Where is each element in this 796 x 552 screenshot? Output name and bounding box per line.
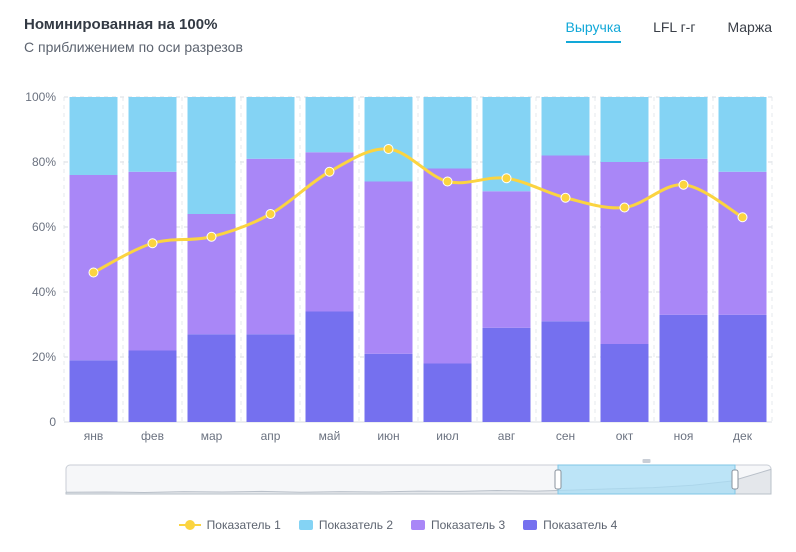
bar-segment[interactable]	[482, 191, 531, 328]
bar-segment[interactable]	[423, 363, 472, 423]
line-point[interactable]	[442, 176, 453, 187]
line-point[interactable]	[265, 209, 276, 219]
bar-segment[interactable]	[305, 152, 354, 312]
x-tick-label: окт	[616, 429, 634, 443]
bar-segment[interactable]	[128, 171, 177, 351]
bar-segment[interactable]	[718, 314, 767, 422]
legend-label-4: Показатель 4	[543, 518, 618, 532]
bar-segment[interactable]	[364, 181, 413, 354]
bar-segment[interactable]	[69, 97, 118, 175]
x-tick-label: фев	[141, 429, 164, 443]
navigator-selection[interactable]	[557, 464, 736, 495]
x-tick-label: дек	[733, 429, 753, 443]
bar-segment[interactable]	[246, 158, 295, 335]
bar-segment[interactable]	[541, 155, 590, 322]
x-tick-label: ноя	[674, 429, 694, 443]
legend-swatch-4	[523, 520, 538, 530]
bar-segment[interactable]	[659, 314, 708, 422]
x-tick-label: июн	[377, 429, 399, 443]
legend-line-marker	[178, 520, 201, 530]
chart-legend: Показатель 1 Показатель 2 Показатель 3 П…	[0, 518, 796, 532]
bar-segment[interactable]	[541, 321, 590, 422]
bar-segment[interactable]	[364, 353, 413, 422]
bar-segment[interactable]	[659, 97, 708, 159]
metric-tabs: Выручка LFL г-г Маржа	[565, 19, 772, 43]
bar-segment[interactable]	[541, 97, 590, 156]
line-point[interactable]	[324, 166, 335, 177]
x-tick-label: июл	[436, 429, 458, 443]
tab-lfl[interactable]: LFL г-г	[653, 19, 696, 35]
y-tick-label: 20%	[32, 350, 56, 364]
y-tick-label: 80%	[32, 155, 56, 169]
bar-segment[interactable]	[305, 311, 354, 423]
bar-segment[interactable]	[482, 327, 531, 422]
legend-item-3[interactable]: Показатель 3	[411, 518, 505, 532]
bar-segment[interactable]	[600, 162, 649, 344]
line-point[interactable]	[678, 179, 689, 190]
bar-segment[interactable]	[600, 97, 649, 162]
x-tick-label: авг	[498, 429, 516, 443]
chart-subtitle: С приближением по оси разрезов	[24, 39, 243, 55]
bar-segment[interactable]	[600, 344, 649, 422]
bar-segment[interactable]	[423, 97, 472, 169]
tab-margin[interactable]: Маржа	[727, 19, 772, 35]
navigator-move-handle[interactable]	[642, 459, 651, 463]
bar-segment[interactable]	[246, 334, 295, 422]
x-tick-label: сен	[556, 429, 575, 443]
legend-item-4[interactable]: Показатель 4	[523, 518, 617, 532]
bar-segment[interactable]	[718, 171, 767, 315]
bar-segment[interactable]	[718, 97, 767, 172]
line-point[interactable]	[619, 202, 630, 213]
x-tick-label: апр	[261, 429, 281, 443]
legend-label-1: Показатель 1	[206, 518, 281, 532]
line-point[interactable]	[88, 267, 99, 278]
legend-item-2[interactable]: Показатель 2	[298, 518, 393, 532]
y-tick-label: 0	[49, 415, 56, 429]
bar-segment[interactable]	[187, 334, 236, 422]
navigator-resize-handle[interactable]	[731, 469, 739, 490]
legend-swatch-2	[298, 520, 313, 530]
legend-item-1[interactable]: Показатель 1	[178, 518, 281, 532]
chart-title: Номинированная на 100%	[24, 16, 218, 33]
line-point[interactable]	[383, 144, 394, 154]
legend-label-2: Показатель 2	[318, 518, 393, 532]
y-tick-label: 60%	[32, 220, 56, 234]
line-point[interactable]	[147, 238, 158, 249]
x-tick-label: май	[319, 429, 341, 443]
navigator-resize-handle[interactable]	[554, 469, 562, 490]
legend-swatch-3	[411, 520, 425, 530]
bar-segment[interactable]	[305, 97, 354, 153]
bar-segment[interactable]	[364, 97, 413, 182]
bar-segment[interactable]	[128, 350, 177, 423]
line-point[interactable]	[560, 192, 571, 203]
bar-segment[interactable]	[187, 97, 236, 214]
series-1-line	[92, 147, 744, 274]
x-tick-label: мар	[201, 429, 223, 443]
x-tick-label: янв	[84, 429, 104, 443]
line-point[interactable]	[501, 173, 512, 184]
bar-segment[interactable]	[246, 97, 295, 159]
y-tick-label: 40%	[32, 285, 56, 299]
y-tick-label: 100%	[25, 90, 56, 104]
bar-segment[interactable]	[69, 360, 118, 422]
line-point[interactable]	[206, 231, 217, 242]
legend-label-3: Показатель 3	[431, 518, 506, 532]
bar-segment[interactable]	[128, 97, 177, 172]
tab-revenue[interactable]: Выручка	[565, 19, 622, 43]
bar-segment[interactable]	[423, 168, 472, 364]
line-point[interactable]	[737, 212, 748, 223]
